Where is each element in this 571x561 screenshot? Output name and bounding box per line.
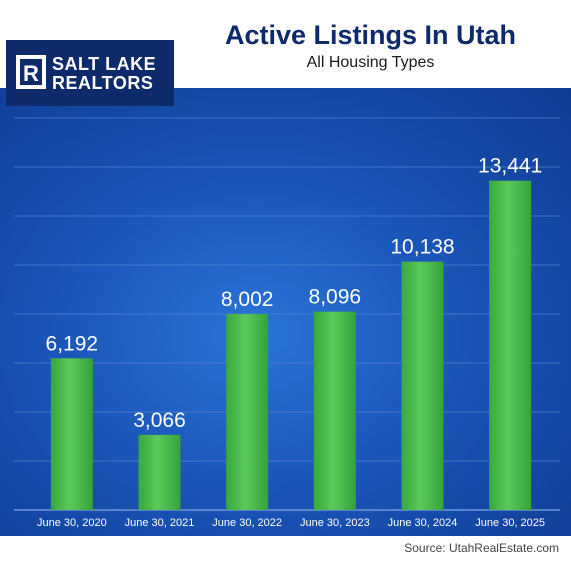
x-axis-tick-labels: June 30, 2020 June 30, 2021 June 30, 2022 J… — [37, 517, 545, 529]
bar-value-label: 3,066 — [133, 409, 186, 432]
chart-title: Active Listings In Utah — [224, 20, 517, 50]
bar-value-label: 6,192 — [46, 332, 99, 355]
salt-lake-realtors-logo: R SALT LAKE REALTORS — [6, 40, 174, 106]
bar-value-label: 8,002 — [221, 288, 274, 311]
bar-chart: 6,192 3,066 8,002 8,096 10,138 13,441 June 30… — [14, 117, 560, 529]
bar — [226, 313, 269, 510]
bar — [138, 434, 181, 510]
x-tick-label: June 30, 2020 — [37, 517, 107, 529]
x-tick-label: June 30, 2024 — [388, 517, 458, 529]
value-labels: 6,192 3,066 8,002 8,096 10,138 13,441 — [46, 155, 543, 432]
bar-value-label: 8,096 — [309, 286, 362, 309]
bar-value-label: 13,441 — [478, 155, 542, 178]
bar — [313, 311, 356, 510]
source-note: Source: UtahRealEstate.com — [404, 541, 559, 555]
bars — [50, 180, 532, 510]
gridlines — [14, 117, 560, 511]
x-tick-label: June 30, 2022 — [212, 517, 282, 529]
bar — [50, 358, 93, 510]
logo-mark-letter: R — [23, 61, 39, 86]
x-tick-label: June 30, 2025 — [475, 517, 545, 529]
logo-text-line2: REALTORS — [52, 73, 154, 93]
logo-text-line1: SALT LAKE — [52, 54, 157, 74]
bar — [401, 261, 444, 510]
bar — [489, 180, 532, 510]
x-tick-label: June 30, 2021 — [125, 517, 195, 529]
x-tick-label: June 30, 2023 — [300, 517, 370, 529]
chart-subtitle: All Housing Types — [306, 54, 435, 71]
bar-value-label: 10,138 — [390, 236, 454, 259]
realtor-r-icon: R — [16, 55, 46, 89]
